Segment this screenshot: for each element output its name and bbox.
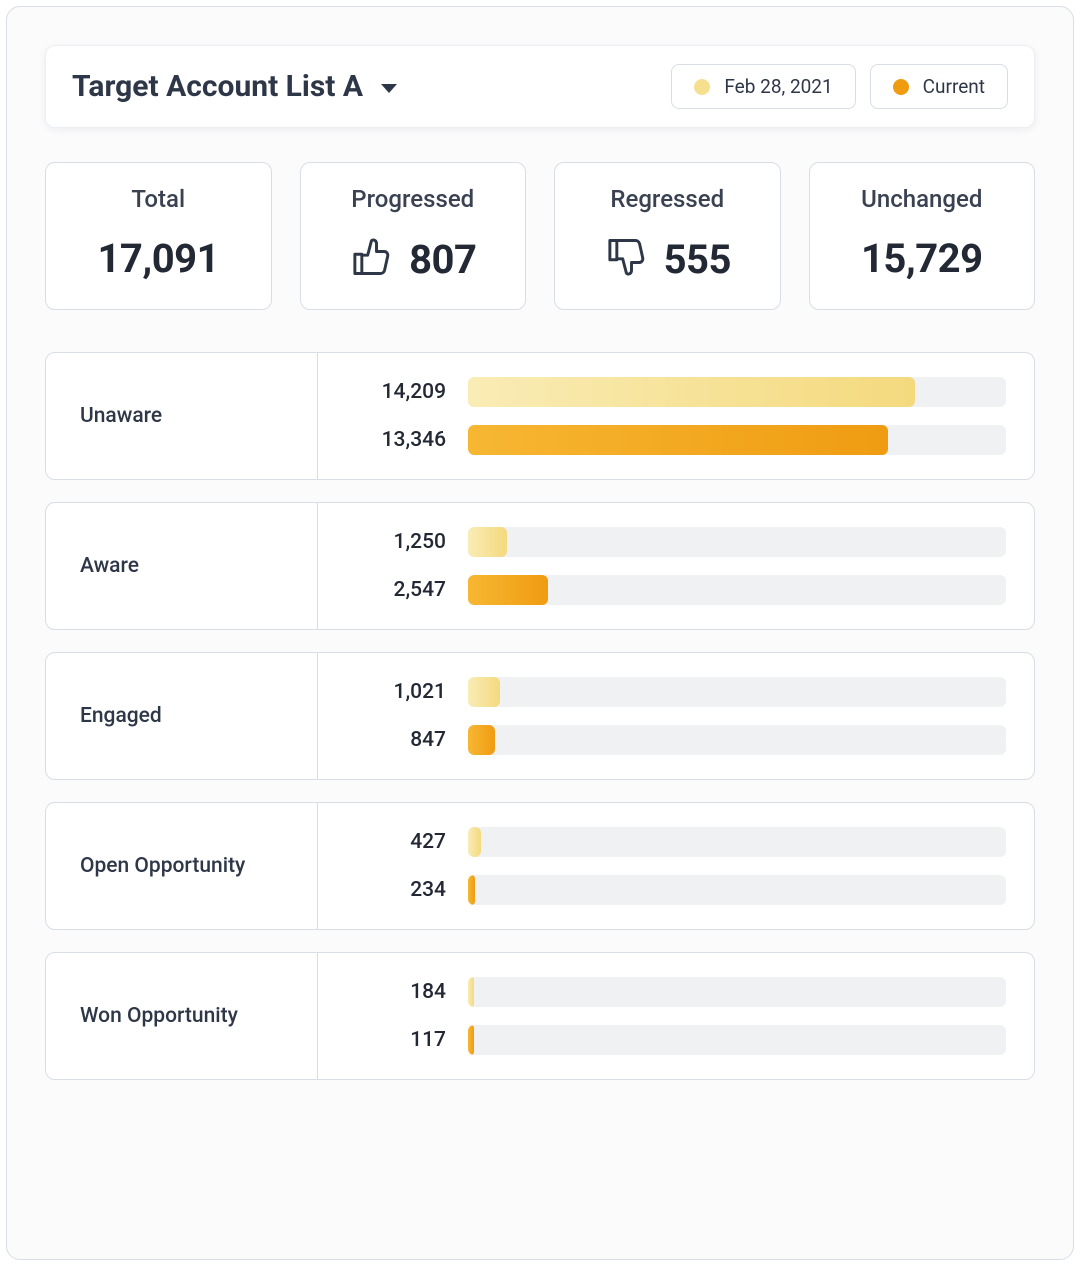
legend-label: Current — [923, 75, 985, 98]
stage-bars: 184 117 — [318, 953, 1034, 1079]
bar-track — [468, 875, 1006, 905]
stat-value-row: 15,729 — [820, 235, 1025, 282]
stat-value: 555 — [664, 236, 731, 283]
bar-value: 13,346 — [318, 428, 468, 452]
bar-line-past: 1,250 — [318, 527, 1006, 557]
list-title: Target Account List A — [72, 69, 363, 104]
thumbs-down-icon — [604, 235, 648, 283]
bar-fill — [468, 977, 474, 1007]
stage-name: Open Opportunity — [46, 803, 318, 929]
bar-track — [468, 575, 1006, 605]
chevron-down-icon — [381, 84, 397, 93]
bar-value: 2,547 — [318, 578, 468, 602]
bar-line-past: 14,209 — [318, 377, 1006, 407]
stage-name: Aware — [46, 503, 318, 629]
bar-value: 847 — [318, 728, 468, 752]
bar-value: 1,021 — [318, 680, 468, 704]
stats-row: Total17,091Progressed 807Regressed 555Un… — [45, 162, 1035, 310]
legend-swatch-icon — [694, 79, 710, 95]
stat-value-row: 555 — [565, 235, 770, 283]
bar-line-past: 1,021 — [318, 677, 1006, 707]
bar-value: 234 — [318, 878, 468, 902]
stages-list: Unaware14,209 13,346 Aware1,250 2,547 Engage… — [45, 352, 1035, 1080]
thumbs-up-icon — [349, 235, 393, 283]
stat-tile-progressed[interactable]: Progressed 807 — [300, 162, 527, 310]
bar-value: 1,250 — [318, 530, 468, 554]
stat-tile-regressed[interactable]: Regressed 555 — [554, 162, 781, 310]
bar-fill — [468, 827, 481, 857]
header-card: Target Account List A Feb 28, 2021 Curren… — [45, 45, 1035, 128]
stat-value: 807 — [409, 236, 476, 283]
stage-name: Unaware — [46, 353, 318, 479]
stat-label: Total — [56, 185, 261, 213]
legend-group: Feb 28, 2021 Current — [671, 64, 1008, 109]
bar-value: 427 — [318, 830, 468, 854]
bar-line-current: 847 — [318, 725, 1006, 755]
bar-line-past: 184 — [318, 977, 1006, 1007]
stage-name: Won Opportunity — [46, 953, 318, 1079]
stat-value: 15,729 — [861, 235, 983, 282]
bar-fill — [468, 377, 915, 407]
bar-track — [468, 377, 1006, 407]
bar-line-current: 117 — [318, 1025, 1006, 1055]
bar-track — [468, 425, 1006, 455]
stage-bars: 14,209 13,346 — [318, 353, 1034, 479]
stage-row[interactable]: Won Opportunity184 117 — [45, 952, 1035, 1080]
bar-fill — [468, 725, 495, 755]
stage-bars: 427 234 — [318, 803, 1034, 929]
account-progression-panel: Target Account List A Feb 28, 2021 Curren… — [6, 6, 1074, 1260]
stat-tile-total[interactable]: Total 17,091 — [45, 162, 272, 310]
bar-fill — [468, 1025, 474, 1055]
stat-value-row: 807 — [311, 235, 516, 283]
stage-bars: 1,250 2,547 — [318, 503, 1034, 629]
bar-track — [468, 827, 1006, 857]
stage-row[interactable]: Unaware14,209 13,346 — [45, 352, 1035, 480]
bar-track — [468, 725, 1006, 755]
stage-row[interactable]: Engaged1,021 847 — [45, 652, 1035, 780]
stat-tile-unchanged[interactable]: Unchanged 15,729 — [809, 162, 1036, 310]
bar-line-current: 2,547 — [318, 575, 1006, 605]
legend-pill-0[interactable]: Feb 28, 2021 — [671, 64, 855, 109]
bar-fill — [468, 425, 888, 455]
stat-value: 17,091 — [97, 235, 219, 282]
bar-line-past: 427 — [318, 827, 1006, 857]
stat-value-row: 17,091 — [56, 235, 261, 282]
bar-line-current: 13,346 — [318, 425, 1006, 455]
bar-track — [468, 677, 1006, 707]
legend-pill-1[interactable]: Current — [870, 64, 1008, 109]
bar-fill — [468, 575, 548, 605]
bar-track — [468, 1025, 1006, 1055]
stage-row[interactable]: Open Opportunity427 234 — [45, 802, 1035, 930]
stat-label: Regressed — [565, 185, 770, 213]
bar-fill — [468, 527, 507, 557]
bar-track — [468, 977, 1006, 1007]
bar-value: 14,209 — [318, 380, 468, 404]
bar-value: 117 — [318, 1028, 468, 1052]
list-selector[interactable]: Target Account List A — [72, 69, 397, 104]
stat-label: Unchanged — [820, 185, 1025, 213]
bar-track — [468, 527, 1006, 557]
bar-fill — [468, 677, 500, 707]
stat-label: Progressed — [311, 185, 516, 213]
legend-label: Feb 28, 2021 — [724, 75, 832, 98]
legend-swatch-icon — [893, 79, 909, 95]
bar-line-current: 234 — [318, 875, 1006, 905]
stage-bars: 1,021 847 — [318, 653, 1034, 779]
bar-value: 184 — [318, 980, 468, 1004]
bar-fill — [468, 875, 475, 905]
stage-name: Engaged — [46, 653, 318, 779]
stage-row[interactable]: Aware1,250 2,547 — [45, 502, 1035, 630]
